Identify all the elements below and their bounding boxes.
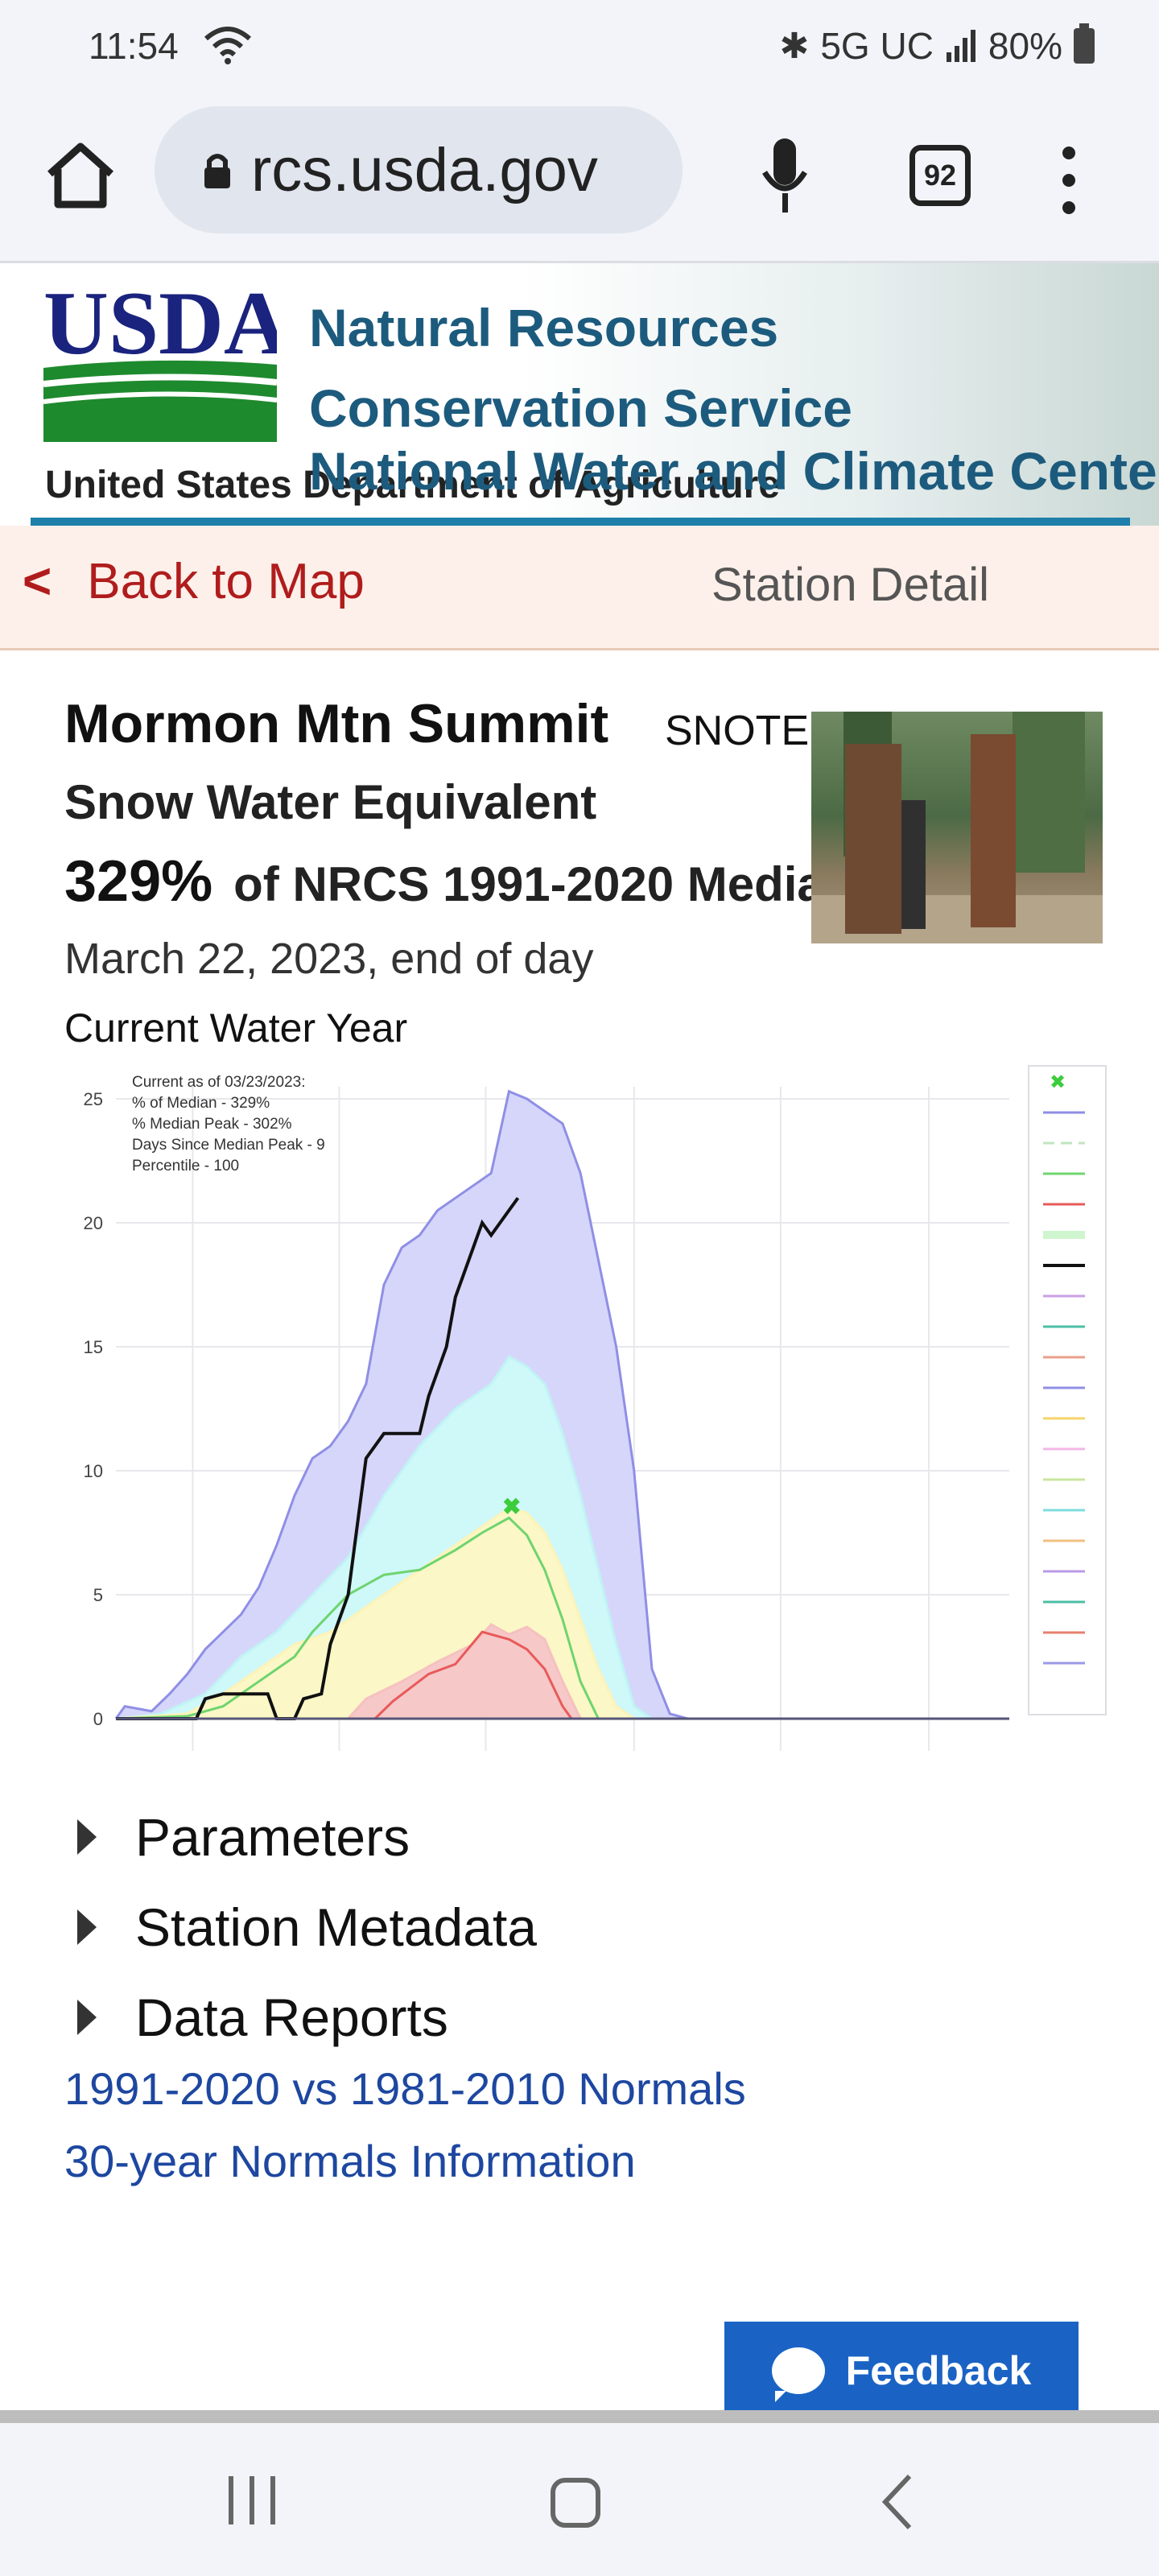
y-tick-label: 20: [84, 1213, 103, 1233]
swe-chart-svg[interactable]: 0 5 10 15 20 25 ✖ Current as of 03/23/2023: % of…: [60, 1063, 1114, 1755]
parameters-section-toggle[interactable]: Parameters: [77, 1806, 410, 1868]
more-menu-icon[interactable]: [1054, 142, 1083, 219]
chat-bubble-icon: [771, 2347, 825, 2402]
chart-annotation-line: Days Since Median Peak - 9: [132, 1137, 325, 1154]
section-label: Data Reports: [135, 1988, 448, 2047]
recent-apps-icon[interactable]: [225, 2476, 278, 2524]
back-to-map-link[interactable]: < Back to Map: [23, 553, 365, 610]
back-to-map-label: Back to Map: [87, 554, 365, 609]
y-tick-label: 10: [84, 1461, 103, 1481]
series-line-5: [116, 1630, 573, 1720]
swe-chart[interactable]: 0 5 10 15 20 25 ✖ Current as of 03/23/2023: % of…: [60, 1063, 1114, 1755]
section-label: Parameters: [135, 1807, 410, 1867]
home-navigation-icon[interactable]: [551, 2478, 600, 2528]
logo-text: USDA: [43, 281, 277, 374]
signal-icon: [946, 30, 975, 62]
usda-logo[interactable]: USDA: [43, 281, 277, 442]
clock: 11:54: [89, 25, 179, 67]
series-line-4: [115, 1516, 600, 1720]
feedback-label: Feedback: [845, 2348, 1032, 2393]
page-scroll-indicator: [0, 2410, 1159, 2423]
department-name: United States Department of Agriculture: [45, 464, 781, 506]
legend-marker: ✖: [1050, 1071, 1066, 1093]
station-network: SNOTEL: [665, 708, 810, 754]
station-nav-bar: < Back to Map Station Detail: [0, 526, 1159, 650]
network-type: 5G UC: [820, 25, 934, 67]
chart-annotation-line: Current as of 03/23/2023:: [132, 1074, 305, 1091]
series-outline-3: [116, 1623, 582, 1720]
url-text: rcs.usda.gov: [251, 136, 598, 204]
series-outline-1: [115, 1355, 653, 1720]
address-bar[interactable]: rcs.usda.gov: [155, 106, 683, 233]
series-outline-2: [115, 1506, 635, 1720]
station-name: Mormon Mtn Summit: [64, 693, 609, 754]
section-label: Station Metadata: [135, 1897, 537, 1957]
chart-annotation-line: % Median Peak - 302%: [132, 1116, 292, 1133]
expand-triangle-icon: [77, 2000, 97, 2035]
agency-name[interactable]: Natural Resources Conservation Service: [309, 298, 852, 438]
expand-triangle-icon: [77, 1819, 97, 1855]
chart-caption: Current Water Year: [64, 1005, 408, 1051]
back-navigation-icon[interactable]: [877, 2473, 918, 2531]
series-area-3: [116, 1624, 581, 1719]
series-line-6: [116, 1197, 520, 1720]
station-metadata-section-toggle[interactable]: Station Metadata: [77, 1897, 537, 1958]
battery-percent: 80%: [988, 25, 1062, 67]
parameter-title: Snow Water Equivalent: [64, 775, 597, 829]
normals-info-link[interactable]: 30-year Normals Information: [64, 2136, 636, 2186]
center-name[interactable]: National Water and Climate Center: [309, 441, 1159, 501]
wifi-icon: [204, 27, 251, 64]
bluetooth-icon: ✱: [779, 26, 810, 66]
y-tick-label: 25: [84, 1089, 103, 1109]
normals-compare-link[interactable]: 1991-2020 vs 1981-2010 Normals: [64, 2063, 746, 2114]
median-peak-marker: ✖: [502, 1494, 521, 1519]
battery-icon: [1074, 23, 1095, 64]
site-header: USDA Natural Resources Conservation Serv…: [0, 263, 1159, 526]
percent-value: 329%: [64, 849, 213, 914]
feedback-button[interactable]: Feedback: [724, 2322, 1079, 2420]
percent-of-median: 329% of NRCS 1991-2020 Median: [64, 848, 811, 914]
home-icon[interactable]: [42, 137, 119, 214]
y-tick-label: 0: [93, 1709, 103, 1729]
station-photo[interactable]: [811, 712, 1103, 943]
system-navigation-bar: [0, 2423, 1159, 2576]
series-outline-0: [114, 1089, 688, 1720]
expand-triangle-icon: [77, 1909, 97, 1945]
chart-annotation-line: Percentile - 100: [132, 1158, 239, 1174]
legend-box: [1028, 1065, 1107, 1715]
chart-annotation-line: % of Median - 329%: [132, 1095, 270, 1112]
percent-label: of NRCS 1991-2020 Median: [233, 857, 811, 911]
tab-switcher-button[interactable]: 92: [909, 145, 971, 206]
lock-icon: [204, 154, 230, 188]
browser-toolbar: rcs.usda.gov 92: [0, 97, 1159, 263]
header-rule: [31, 518, 1130, 526]
y-tick-label: 5: [93, 1585, 103, 1605]
y-tick-label: 15: [84, 1337, 103, 1357]
data-reports-section-toggle[interactable]: Data Reports: [77, 1987, 448, 2048]
chevron-left-icon: <: [23, 554, 52, 609]
status-bar: 11:54 ✱ 5G UC 80%: [0, 0, 1159, 97]
observation-date: March 22, 2023, end of day: [64, 935, 594, 983]
microphone-icon[interactable]: [757, 135, 813, 216]
page-title: Station Detail: [711, 559, 989, 611]
